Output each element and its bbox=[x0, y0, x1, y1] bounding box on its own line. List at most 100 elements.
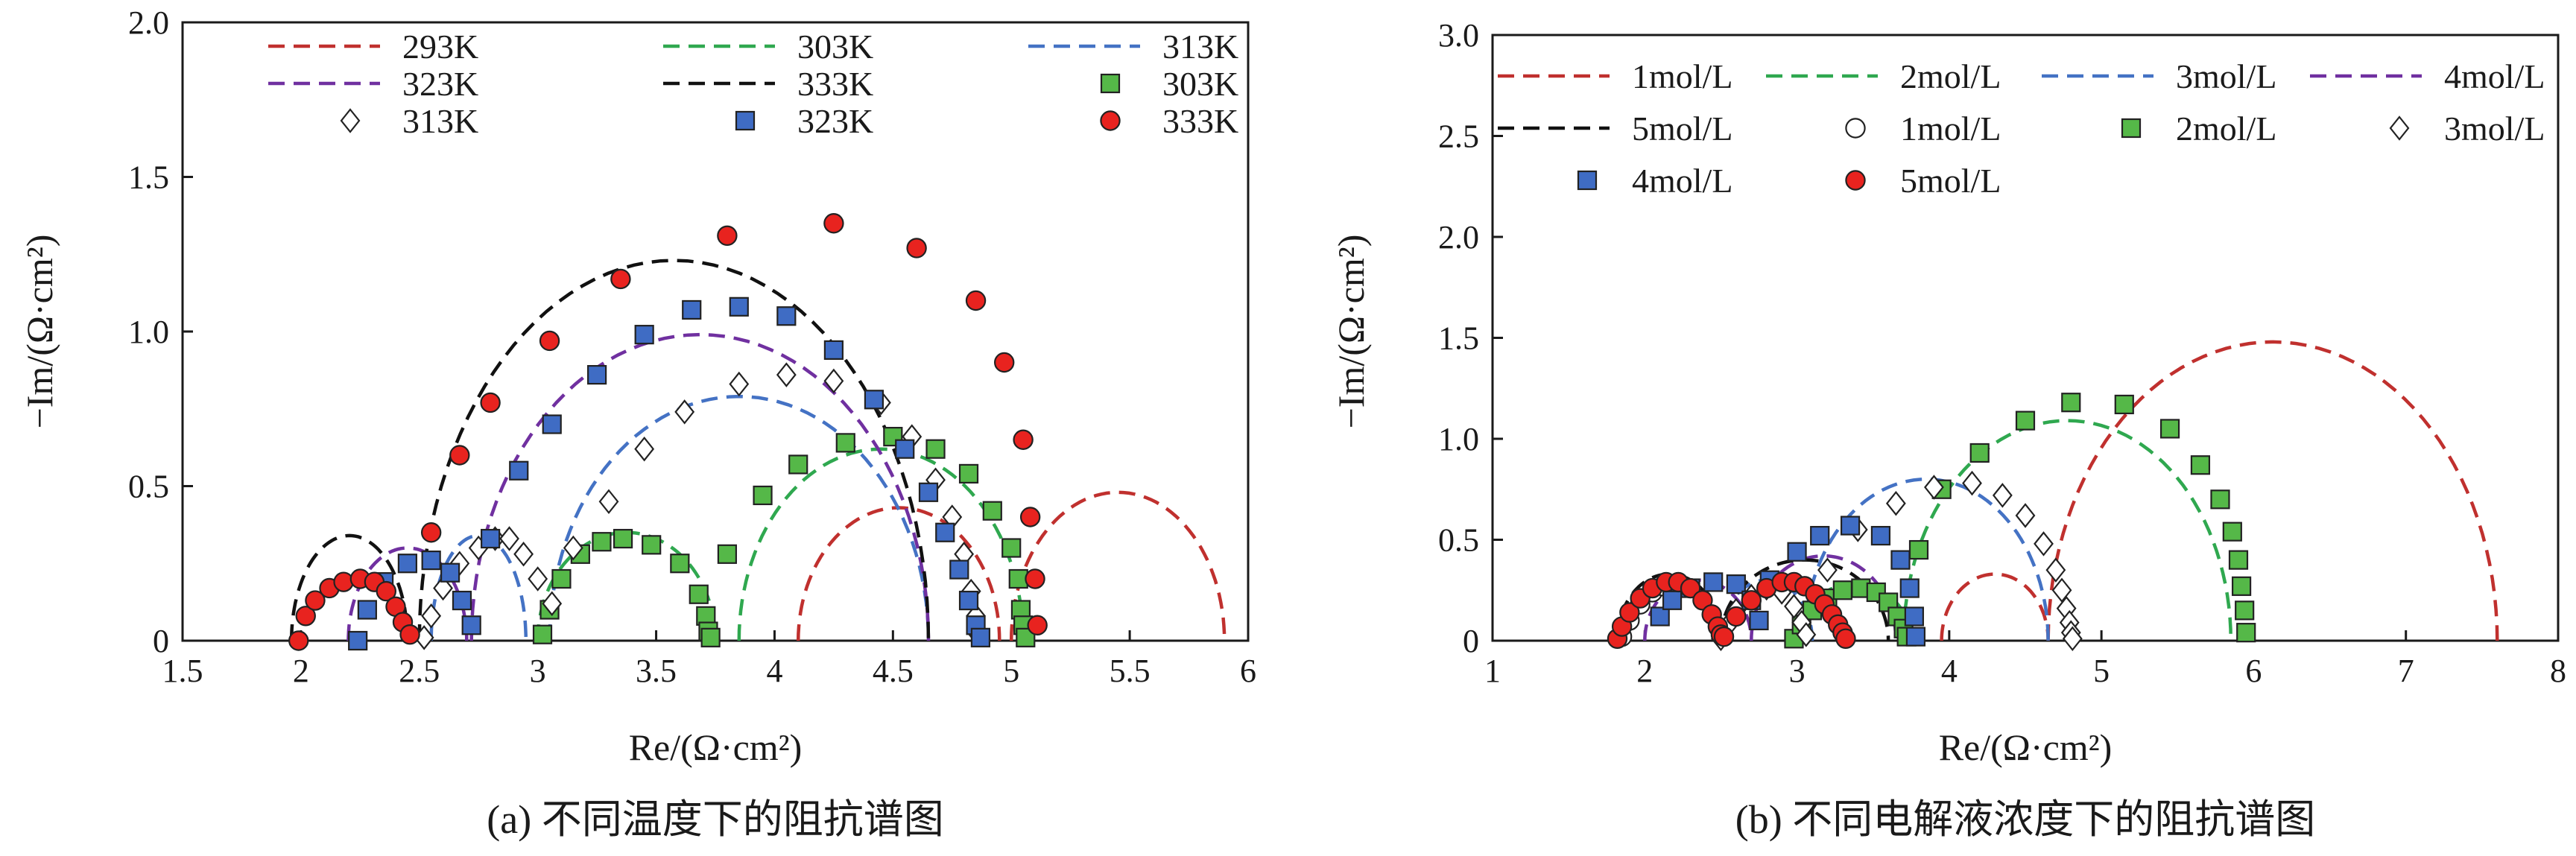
data-point-323k bbox=[864, 390, 884, 410]
data-point-333k bbox=[480, 392, 501, 413]
data-point-313k bbox=[776, 362, 797, 387]
data-point-303k bbox=[642, 535, 662, 555]
data-point-303k bbox=[532, 624, 553, 644]
data-point-303k bbox=[925, 439, 946, 459]
y-tick-label: 2.0 bbox=[128, 4, 169, 41]
x-tick-label: 5 bbox=[2093, 653, 2110, 689]
markers-b bbox=[1607, 393, 2256, 652]
x-tick-label: 7 bbox=[2398, 653, 2414, 689]
legend-label: 293K bbox=[402, 28, 478, 66]
data-point-313k bbox=[421, 603, 442, 629]
legend-label: 323K bbox=[402, 65, 478, 103]
data-point-333k bbox=[965, 290, 987, 311]
data-point-303k bbox=[753, 485, 773, 506]
data-point-2mol-l bbox=[2231, 576, 2252, 596]
data-point-313k bbox=[513, 542, 534, 567]
data-point-2mol-l bbox=[2222, 521, 2242, 542]
data-point-3mol-l bbox=[1924, 475, 1944, 500]
data-point-3mol-l bbox=[1962, 470, 1982, 496]
legend-marker-swatch bbox=[2389, 115, 2410, 141]
data-point-313k bbox=[563, 535, 583, 561]
data-point-4mol-l bbox=[1703, 572, 1724, 592]
x-tick-label: 8 bbox=[2550, 653, 2566, 689]
fit-curve-323k bbox=[346, 332, 931, 641]
legend-label: 5mol/L bbox=[1632, 110, 1732, 148]
legend-marker-swatch bbox=[1845, 118, 1866, 139]
axis-ticks-b: 1 2 3 4 5 6 7 8 0 0.5 1.0 1.5 2.0 2.5 3.0 bbox=[1438, 17, 2566, 689]
fit-curve-313k bbox=[429, 394, 931, 641]
data-point-313k bbox=[823, 368, 844, 394]
y-tick-label: 1.5 bbox=[1438, 320, 1479, 357]
y-tick-label: 2.0 bbox=[1438, 219, 1479, 256]
data-point-323k bbox=[776, 306, 797, 326]
legend-label: 313K bbox=[402, 102, 478, 140]
data-point-333k bbox=[420, 522, 442, 543]
data-point-333k bbox=[823, 213, 844, 234]
legend-label: 3mol/L bbox=[2444, 110, 2545, 148]
data-point-4mol-l bbox=[1662, 590, 1683, 610]
data-point-303k bbox=[982, 501, 1002, 521]
y-tick-label: 3.0 bbox=[1438, 17, 1479, 54]
x-tick-label: 4.5 bbox=[873, 653, 914, 689]
data-point-303k bbox=[592, 532, 612, 552]
legend-marker-swatch bbox=[1577, 170, 1598, 191]
fit-curve-1mol-l bbox=[1940, 340, 2499, 641]
data-point-323k bbox=[587, 365, 607, 385]
data-point-313k bbox=[598, 489, 619, 515]
data-point-4mol-l bbox=[1650, 606, 1670, 627]
data-point-2mol-l bbox=[2236, 623, 2256, 643]
data-point-323k bbox=[682, 299, 702, 320]
y-axis-title-a: −Im/(Ω·cm²) bbox=[19, 235, 60, 429]
data-point-323k bbox=[634, 325, 654, 345]
data-point-333k bbox=[993, 352, 1015, 373]
data-point-2mol-l bbox=[1832, 580, 1852, 600]
data-point-2mol-l bbox=[2114, 394, 2134, 415]
data-point-4mol-l bbox=[1726, 574, 1746, 595]
data-point-303k bbox=[670, 554, 690, 574]
x-tick-label: 5.5 bbox=[1110, 653, 1151, 689]
data-point-333k bbox=[1025, 568, 1045, 589]
data-point-4mol-l bbox=[1870, 525, 1891, 546]
data-point-303k bbox=[958, 463, 979, 484]
data-point-303k bbox=[613, 528, 633, 549]
data-point-333k bbox=[449, 445, 470, 466]
legend-label: 303K bbox=[1162, 65, 1238, 103]
axis-ticks-a: 1.5 2 2.5 3 3.5 4 4.5 5 5.5 6 0 0.5 1.0 1.5 2.0 bbox=[128, 4, 1256, 689]
legend-label: 333K bbox=[797, 65, 873, 103]
data-point-333k bbox=[333, 571, 354, 592]
data-point-303k bbox=[689, 584, 709, 604]
legend-label: 1mol/L bbox=[1900, 110, 2001, 148]
data-point-303k bbox=[1008, 568, 1028, 589]
data-point-2mol-l bbox=[2190, 455, 2211, 475]
data-point-2mol-l bbox=[2235, 600, 2255, 621]
data-point-5mol-l bbox=[1692, 590, 1713, 611]
data-point-323k bbox=[895, 439, 915, 459]
data-point-3mol-l bbox=[1784, 594, 1804, 619]
x-tick-label: 4 bbox=[766, 653, 782, 689]
data-point-333k bbox=[717, 225, 738, 247]
data-point-333k bbox=[1019, 507, 1041, 527]
legend-marker-swatch bbox=[735, 110, 756, 131]
data-point-323k bbox=[452, 590, 472, 611]
caption-b: (b) 不同电解液浓度下的阻抗谱图 bbox=[1735, 797, 2315, 842]
y-tick-label: 0.5 bbox=[1438, 522, 1479, 559]
data-point-2mol-l bbox=[1908, 539, 1929, 560]
legend-label: 333K bbox=[1162, 102, 1238, 140]
data-point-323k bbox=[958, 590, 979, 611]
legend-marker-swatch bbox=[2121, 118, 2142, 139]
x-axis-title-a: Re/(Ω·cm²) bbox=[629, 726, 803, 768]
data-point-5mol-l bbox=[1741, 590, 1762, 611]
data-point-323k bbox=[918, 482, 939, 502]
data-point-333k bbox=[305, 590, 326, 611]
data-point-313k bbox=[674, 399, 695, 425]
data-point-323k bbox=[970, 627, 991, 647]
data-point-323k bbox=[440, 562, 461, 583]
data-point-323k bbox=[823, 340, 844, 360]
data-point-2mol-l bbox=[2159, 419, 2180, 439]
data-point-303k bbox=[700, 627, 721, 647]
y-tick-label: 1.0 bbox=[1438, 421, 1479, 457]
data-point-333k bbox=[610, 268, 631, 290]
legend-marker-swatch bbox=[340, 108, 361, 133]
x-tick-label: 6 bbox=[2245, 653, 2262, 689]
